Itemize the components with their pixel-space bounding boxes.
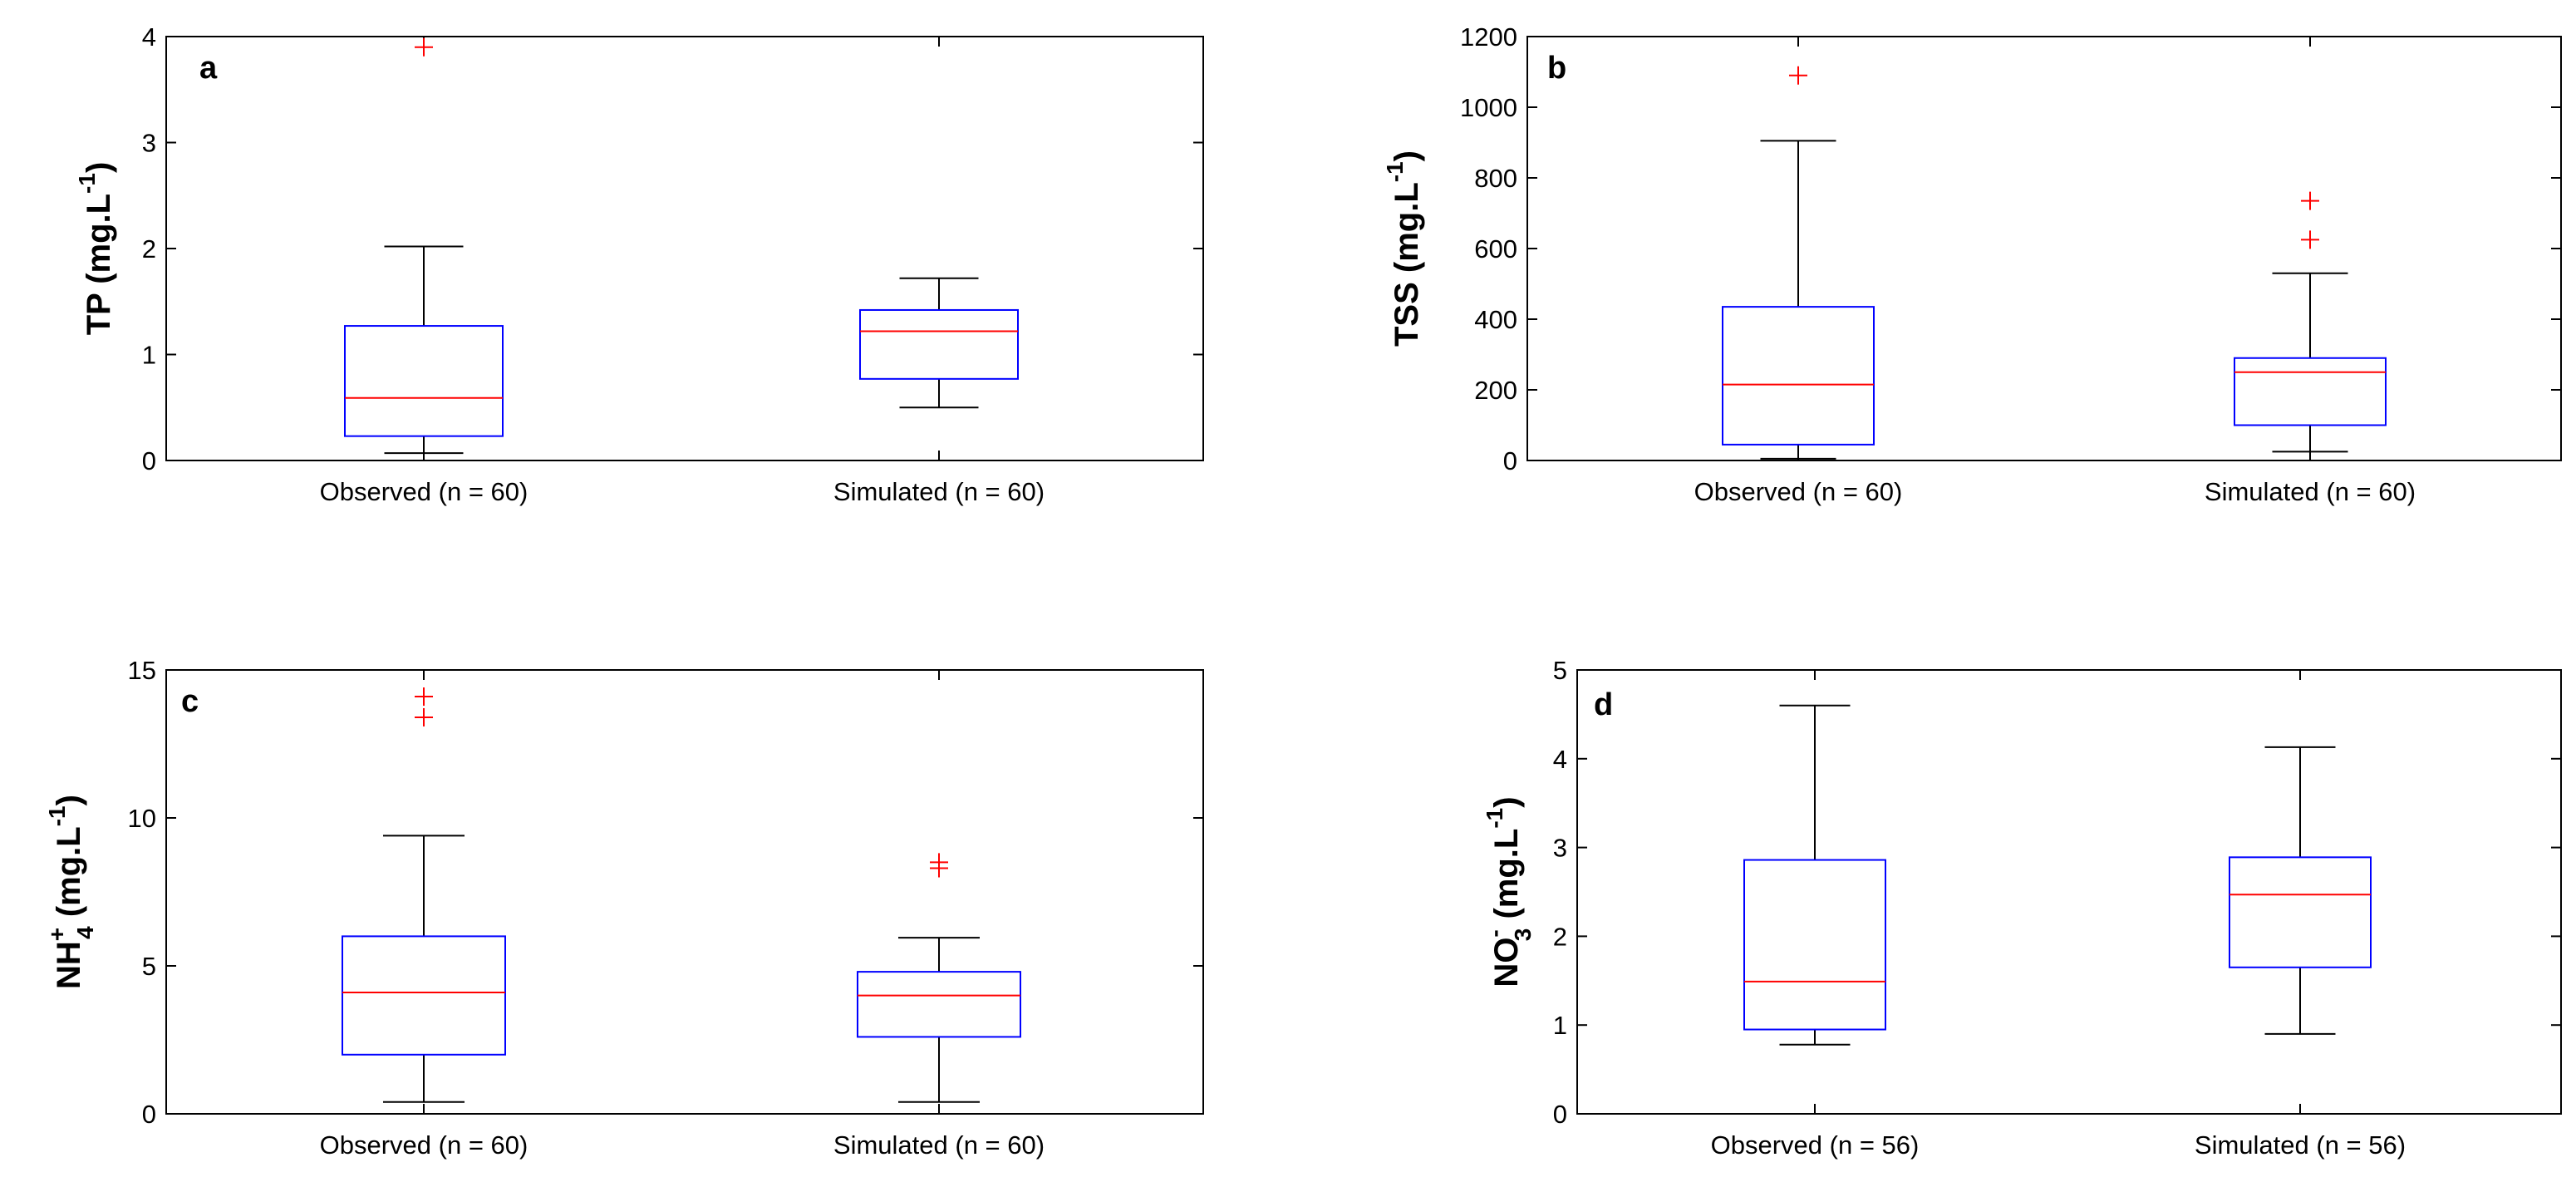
ylabel-close: ) (81, 162, 117, 173)
ytick-label: 4 (1553, 745, 1567, 774)
ylabel-exponent: -1 (1382, 161, 1408, 182)
ylabel-main: NH (51, 941, 87, 989)
ytick-label: 4 (142, 22, 156, 52)
ytick-label: 5 (142, 952, 156, 981)
ytick-label: 3 (142, 129, 156, 158)
box (1722, 306, 1875, 446)
ylabel-close: ) (1389, 150, 1425, 161)
ylabel-text: NO- 3 (mg.L-1) (1482, 796, 1536, 987)
xtick-label: Simulated (n = 60) (833, 477, 1045, 506)
xtick-label: Simulated (n = 56) (2195, 1130, 2406, 1160)
ytick-label: 0 (142, 446, 156, 475)
panel-c-frame (165, 669, 1204, 1115)
ytick-label: 5 (1553, 656, 1567, 685)
panel-b-ylabel: TSS (mg.L-1) (1382, 150, 1425, 347)
outlier-marker (415, 707, 433, 726)
ytick-label: 1 (1553, 1011, 1567, 1040)
ytick-label: 15 (128, 656, 156, 685)
ytick-label: 1200 (1460, 22, 1517, 52)
outlier-marker (2301, 191, 2319, 210)
ytick-label: 600 (1474, 234, 1517, 263)
outlier-marker (930, 853, 948, 872)
ytick-label: 1000 (1460, 93, 1517, 122)
ytick-label: 400 (1474, 305, 1517, 334)
ylabel-units: (mg.L (1488, 829, 1525, 928)
ylabel-charge: + (44, 928, 70, 941)
panel-a-label: a (199, 51, 218, 86)
panel-c-label: c (181, 684, 199, 719)
ytick-label: 2 (142, 234, 156, 263)
ytick-label: 10 (128, 804, 156, 833)
xtick-label: Observed (n = 60) (320, 477, 528, 506)
box (857, 971, 1021, 1038)
panel-c-marks: 0 5 10 15 Observed (n = 60) Simulated (n = 60… (128, 656, 1203, 1160)
box (1743, 859, 1886, 1031)
outlier-marker (415, 37, 433, 57)
ylabel-exponent: -1 (44, 805, 70, 826)
outlier-marker (2301, 230, 2319, 249)
panel-a-ylabel: TP (mg.L-1) (74, 162, 117, 336)
xtick-label: Observed (n = 60) (320, 1130, 528, 1160)
panel-d-marks: 0 1 2 3 4 5 Observed (n = 56) Simulated (n = 56… (1553, 656, 2561, 1160)
panel-d-label: d (1594, 687, 1613, 722)
panel-a-frame (165, 36, 1204, 461)
xtick-label: Observed (n = 60) (1694, 477, 1903, 506)
ytick-label: 3 (1553, 834, 1567, 863)
ylabel-exponent: -1 (1482, 808, 1507, 829)
ylabel-subscript: 4 (72, 926, 98, 939)
outlier-marker (1789, 66, 1807, 85)
outlier-marker (415, 687, 433, 707)
ylabel-charge: - (1482, 929, 1507, 937)
xtick-label: Observed (n = 56) (1711, 1130, 1920, 1160)
panel-b-label: b (1547, 51, 1566, 86)
ytick-label: 0 (1553, 1100, 1567, 1129)
box (344, 325, 504, 437)
ylabel-main: TSS (mg.L (1389, 182, 1425, 347)
panel-a: a TP (mg.L-1) 0 1 2 3 4 Observed (n = 60) Simu… (74, 22, 1204, 506)
ylabel-close: ) (1488, 796, 1525, 807)
panel-d-frame (1576, 669, 2562, 1115)
box (859, 308, 1019, 380)
xtick-label: Simulated (n = 60) (833, 1130, 1045, 1160)
ytick-label: 800 (1474, 164, 1517, 193)
ytick-label: 2 (1553, 922, 1567, 951)
panel-c: c NH+ 4 (mg.L-1) 0 5 10 15 Observed (n = 60) S… (44, 656, 1204, 1160)
ylabel-text: TSS (mg.L-1) (1382, 150, 1425, 347)
ytick-label: 0 (1503, 446, 1517, 475)
ylabel-exponent: -1 (74, 173, 100, 194)
xtick-label: Simulated (n = 60) (2205, 477, 2416, 506)
ylabel-text: NH+ 4 (mg.L-1) (44, 795, 98, 989)
panel-b-frame (1526, 36, 2562, 461)
ylabel-close: ) (51, 795, 87, 805)
panel-d-ylabel: NO- 3 (mg.L-1) (1482, 796, 1536, 987)
box (342, 935, 506, 1056)
box (2234, 357, 2387, 426)
ytick-label: 1 (142, 341, 156, 370)
panel-c-ylabel: NH+ 4 (mg.L-1) (44, 795, 98, 989)
box (2229, 856, 2372, 968)
panel-b-marks: 0 200 400 600 800 1000 1200 Observed (n = 60) Si… (1460, 22, 2561, 506)
ylabel-units: (mg.L (51, 826, 87, 926)
ytick-label: 0 (142, 1100, 156, 1129)
ytick-label: 200 (1474, 376, 1517, 405)
ylabel-text: TP (mg.L-1) (74, 162, 117, 336)
ylabel-subscript: 3 (1510, 928, 1536, 942)
ylabel-main: TP (mg.L (81, 194, 117, 335)
ylabel-main: NO (1488, 938, 1525, 987)
panel-b: b TSS (mg.L-1) 0 200 400 600 800 1000 1200 Obse… (1382, 22, 2562, 506)
panel-a-marks: 0 1 2 3 4 Observed (n = 60) Simulated (n = 60) (142, 22, 1203, 506)
